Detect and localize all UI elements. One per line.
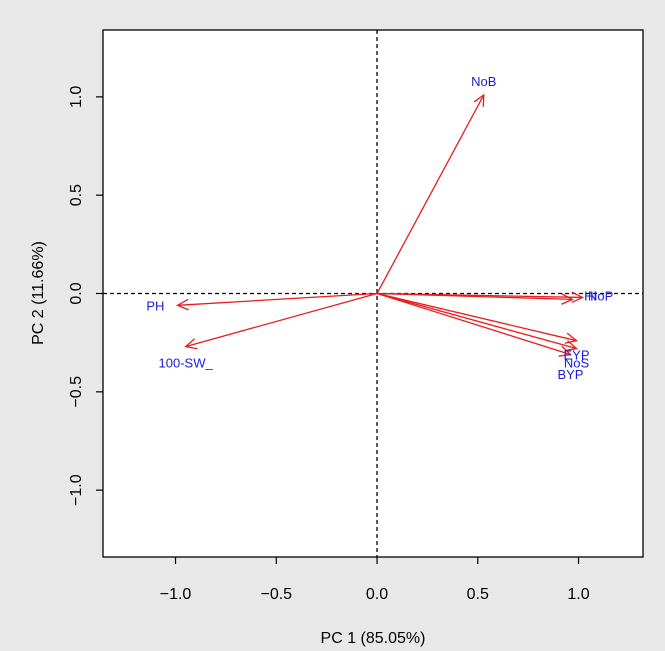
x-tick-label: −1.0: [160, 586, 192, 603]
arrowhead-nop: [571, 291, 585, 304]
arrowhead-ph: [176, 298, 189, 311]
x-tick-label: 1.0: [567, 586, 589, 603]
label-eyp: EYP: [563, 347, 589, 362]
y-tick-label: −0.5: [68, 376, 85, 408]
y-tick-label: 1.0: [68, 86, 85, 108]
arrow-eyp: [376, 292, 577, 342]
arrowhead-hi: [561, 293, 574, 305]
label-hi: HI: [584, 288, 597, 303]
x-tick-label: 0.5: [467, 586, 489, 603]
label-nos: NoS: [564, 355, 590, 370]
arrow-ph: [177, 292, 378, 306]
y-tick-label: 0.5: [68, 184, 85, 206]
arrowhead-byp: [558, 345, 572, 357]
y-tick-label: −1.0: [68, 474, 85, 506]
label-ph: PH: [146, 298, 164, 313]
arrowhead-nos: [564, 340, 578, 352]
y-axis-title: PC 2 (11.66%): [30, 241, 47, 345]
label-nob: NoB: [471, 74, 496, 89]
x-tick-label: 0.0: [366, 586, 388, 603]
label-100-sw: 100-SW_: [159, 355, 214, 370]
label-byp: BYP: [557, 367, 583, 382]
arrow-nos: [376, 292, 577, 350]
arrow-byp: [376, 292, 571, 356]
y-axis: −1.0 −0.5 0.0 0.5 1.0: [68, 86, 103, 506]
x-axis-title: PC 1 (85.05%): [321, 630, 426, 647]
y-tick-label: 0.0: [68, 282, 85, 304]
arrow-100-sw: [185, 292, 378, 348]
x-axis: −1.0 −0.5 0.0 0.5 1.0: [160, 557, 590, 603]
loading-arrows: [176, 93, 585, 357]
x-tick-label: −0.5: [260, 586, 292, 603]
arrowhead-nob: [473, 93, 485, 107]
label-nop: NoP: [588, 288, 613, 303]
arrow-nop: [377, 292, 583, 299]
arrow-nob: [376, 94, 485, 294]
arrowhead-100-sw: [184, 338, 198, 350]
